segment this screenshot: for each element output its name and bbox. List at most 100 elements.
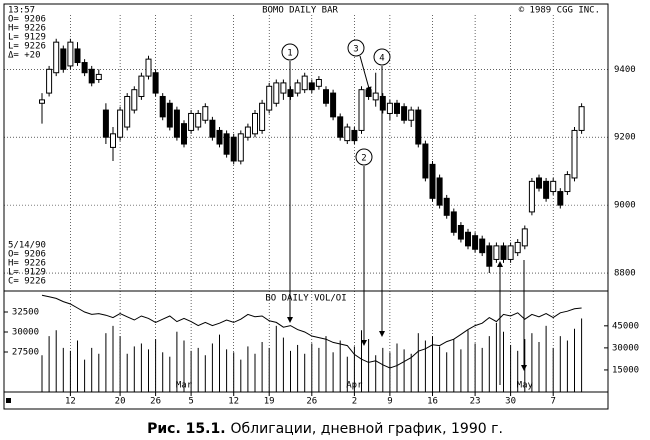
x-tick-label: 16: [427, 397, 438, 407]
candle-body: [209, 119, 216, 138]
candle-body: [166, 102, 173, 128]
candle-body: [528, 180, 535, 213]
candle-body: [422, 143, 429, 179]
candle-body: [408, 109, 415, 121]
x-tick-label: 26: [306, 397, 317, 407]
candle-body: [500, 245, 507, 260]
readout: H= 9226: [8, 259, 46, 269]
panel-title: BO DAILY VOL/OI: [265, 294, 346, 304]
candle-body: [514, 241, 521, 254]
candle-body: [394, 102, 400, 114]
candle-body: [550, 180, 557, 193]
candle-body: [60, 48, 67, 70]
candle-body: [74, 48, 81, 64]
candle-body: [259, 102, 266, 131]
candle-body: [450, 211, 457, 233]
annotation: 3: [353, 45, 358, 55]
oi-line: [41, 294, 582, 369]
x-tick-label: 30: [505, 397, 516, 407]
annotation-circle: [355, 148, 373, 166]
readout: L= 9129: [8, 268, 46, 278]
candle-body: [81, 62, 88, 74]
candle-body: [173, 109, 180, 138]
annotation-circle: [347, 39, 365, 57]
candle-body: [578, 106, 585, 131]
candle-body: [230, 136, 237, 162]
candle-body: [195, 112, 202, 128]
candle-body: [472, 235, 479, 250]
candle-body: [39, 99, 45, 104]
y-tick-label: 9000: [614, 201, 636, 211]
candle-body: [479, 238, 486, 254]
y2-tick-label: 15000: [612, 365, 639, 375]
candle-body: [386, 102, 393, 114]
x-tick-label: 26: [150, 397, 161, 407]
y-tick-label: 9200: [614, 133, 636, 143]
readout: C= 9226: [8, 277, 46, 287]
candle-body: [216, 129, 223, 145]
candle-body: [536, 177, 542, 189]
candle-body: [337, 116, 344, 138]
candle-body: [145, 58, 152, 77]
candle-body: [266, 85, 273, 111]
candle-body: [493, 245, 500, 260]
readout: Δ= +20: [8, 51, 41, 61]
candle-body: [152, 72, 159, 94]
candle-body: [564, 174, 571, 193]
candle-body: [358, 89, 365, 131]
candle-body: [557, 191, 564, 206]
candle-body: [465, 231, 471, 247]
y-tick-label: 8800: [614, 269, 636, 279]
y-tick-label: 27500: [12, 348, 39, 358]
readout: O= 9206: [8, 250, 46, 260]
x-tick-label: 12: [65, 397, 76, 407]
x-tick-label: 19: [264, 397, 275, 407]
candle-body: [67, 41, 74, 67]
candle-body: [280, 82, 287, 94]
candle-body: [124, 95, 131, 128]
caption-text: Облигации, дневной график, 1990 г.: [231, 421, 503, 437]
annotations: 1 2 3 4: [281, 39, 527, 385]
candle-body: [351, 129, 358, 142]
x-tick-label: 12: [228, 397, 239, 407]
candle-body: [301, 75, 308, 91]
candle-body: [457, 224, 464, 240]
annotation-circle: [281, 43, 299, 61]
x-tick-label: 2: [352, 397, 357, 407]
candle-body: [330, 92, 337, 118]
annotation: 1: [287, 49, 292, 59]
x-tick-label: 7: [550, 397, 555, 407]
candle-body: [273, 82, 280, 104]
candle-body: [88, 68, 95, 84]
candle-body: [344, 126, 351, 142]
arrow: [359, 55, 372, 93]
x-tick-label: 23: [470, 397, 481, 407]
candle-body: [571, 129, 578, 179]
y2-tick-label: 45000: [612, 321, 639, 331]
readout: O= 9206: [8, 15, 46, 25]
x-tick-label: 9: [387, 397, 392, 407]
y-tick-label: 9400: [614, 65, 636, 75]
candle-body: [159, 95, 166, 118]
candle-body: [53, 41, 60, 74]
candle-body: [308, 82, 315, 91]
candle-body: [102, 109, 109, 138]
x-tick-label: 20: [115, 397, 126, 407]
candle-body: [188, 112, 195, 131]
frame: [3, 3, 609, 410]
corner-mark: [6, 398, 11, 403]
candle-body: [237, 133, 244, 162]
candle-body: [415, 109, 422, 145]
copyright: © 1989 CGG INC.: [519, 6, 600, 16]
candle-body: [372, 92, 379, 101]
y-tick-label: 32500: [12, 308, 39, 318]
candle-body: [223, 133, 230, 155]
annotation: 4: [379, 54, 384, 64]
candle-body: [323, 89, 329, 104]
last-date: 5/14/90: [8, 241, 46, 251]
candle-body: [181, 123, 187, 145]
candle-body: [429, 163, 436, 199]
